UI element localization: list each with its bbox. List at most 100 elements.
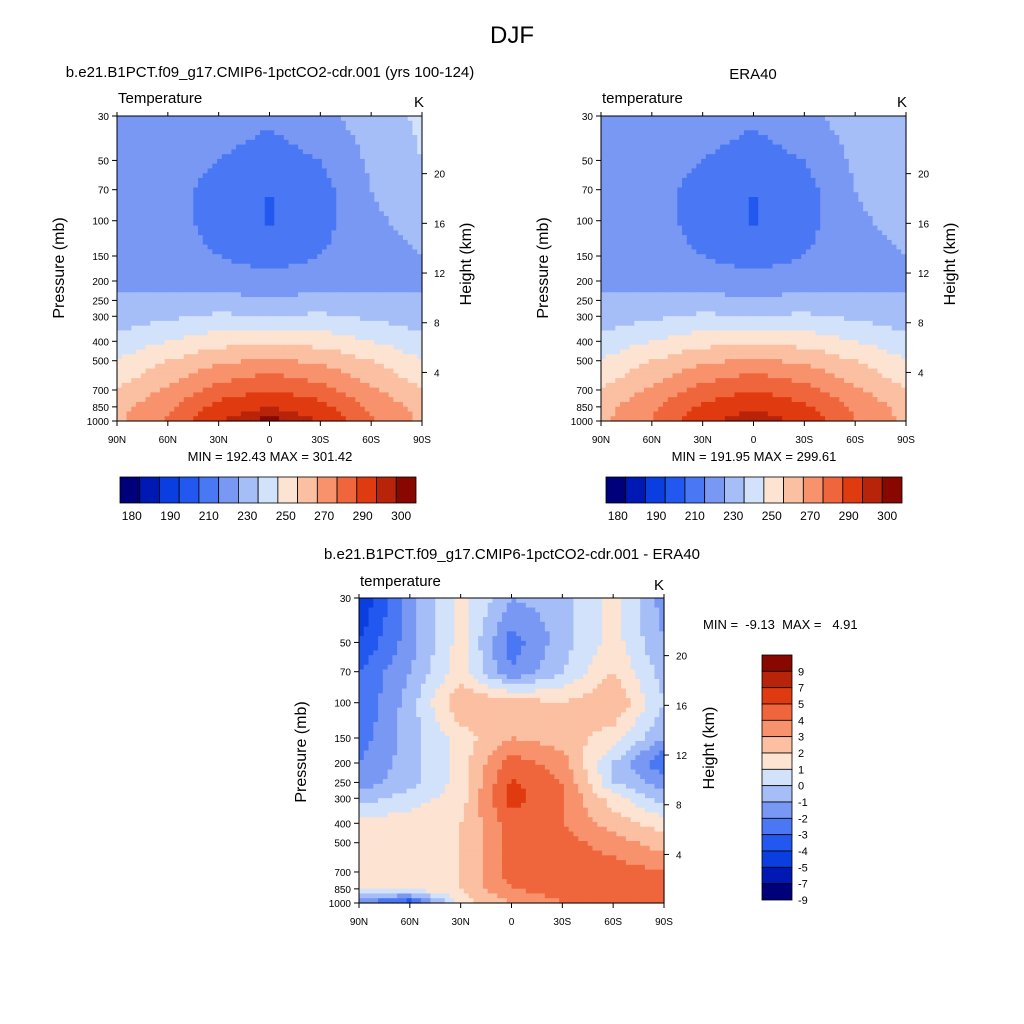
model-contour-cell — [398, 344, 404, 351]
model-contour-cell — [269, 158, 275, 165]
model-contour-cell — [169, 373, 175, 379]
model-contour-cell — [283, 397, 290, 403]
model-contour-cell — [360, 249, 366, 255]
obs-contour-cell — [872, 120, 879, 127]
model-contour-cell — [364, 235, 371, 241]
model-contour-cell — [407, 311, 414, 317]
obs-contour-cell — [901, 139, 907, 146]
model-contour-cell — [207, 144, 213, 150]
obs-contour-cell — [605, 135, 612, 141]
model-contour-cell — [283, 220, 290, 227]
obs-contour-cell — [639, 154, 645, 160]
obs-contour-cell — [786, 144, 793, 150]
model-contour-cell — [407, 387, 414, 394]
model-contour-cell — [379, 282, 385, 289]
model-contour-cell — [198, 177, 204, 184]
model-contour-cell — [331, 235, 337, 241]
model-contour-cell — [255, 349, 261, 355]
model-contour-cell — [326, 278, 333, 284]
model-contour-cell — [159, 192, 166, 198]
obs-contour-cell — [639, 120, 645, 127]
model-contour-cell — [264, 177, 271, 184]
model-contour-cell — [155, 258, 161, 265]
model-contour-cell — [402, 273, 409, 279]
obs-contour-cell — [720, 135, 726, 141]
model-contour-cell — [250, 173, 256, 179]
model-contour-cell — [364, 135, 371, 141]
model-contour-cell — [393, 139, 399, 146]
model-contour-cell — [364, 125, 371, 131]
model-contour-cell — [259, 320, 266, 327]
model-contour-cell — [159, 292, 166, 298]
model-contour-cell — [374, 287, 380, 293]
model-contour-cell — [317, 220, 323, 227]
model-contour-cell — [221, 306, 228, 312]
model-contour-cell — [279, 316, 285, 322]
model-contour-cell — [264, 268, 271, 274]
obs-contour-cell — [801, 168, 807, 174]
obs-contour-cell — [877, 144, 883, 150]
model-panel: b.e21.B1PCT.f09_g17.CMIP6-1pctCO2-cdr.00… — [51, 64, 475, 464]
model-contour-cell — [398, 287, 404, 293]
obs-contour-cell — [844, 168, 850, 174]
model-contour-cell — [136, 278, 142, 284]
model-contour-cell — [236, 339, 242, 346]
model-contour-cell — [412, 144, 418, 150]
model-contour-cell — [345, 406, 352, 413]
model-contour-cell — [321, 149, 328, 155]
model-contour-cell — [198, 363, 204, 370]
model-contour-cell — [417, 335, 423, 341]
model-contour-cell — [145, 316, 151, 322]
model-contour-cell — [345, 120, 352, 127]
model-contour-cell — [188, 249, 194, 255]
model-contour-cell — [217, 254, 223, 260]
model-contour-cell — [174, 401, 180, 408]
model-contour-cell — [369, 316, 375, 322]
model-contour-cell — [264, 154, 271, 160]
obs-contour-cell — [758, 130, 764, 136]
model-contour-cell — [198, 144, 204, 150]
model-contour-cell — [207, 311, 213, 317]
model-contour-cell — [269, 278, 275, 284]
model-contour-cell — [340, 287, 347, 293]
model-contour-cell — [245, 154, 252, 160]
model-contour-cell — [331, 373, 337, 379]
model-contour-cell — [269, 373, 275, 379]
model-contour-cell — [221, 182, 228, 189]
obs-contour-cell — [724, 125, 731, 131]
model-contour-cell — [274, 201, 280, 208]
model-contour-cell — [288, 268, 294, 274]
model-lat-tick-label: 60N — [159, 435, 177, 446]
model-contour-cell — [302, 416, 309, 422]
model-contour-cell — [331, 201, 337, 208]
model-contour-cell — [274, 363, 280, 370]
model-contour-cell — [240, 297, 247, 303]
model-contour-cell — [298, 416, 304, 422]
model-contour-cell — [178, 235, 185, 241]
model-contour-cell — [364, 378, 371, 384]
model-contour-cell — [412, 359, 418, 365]
obs-contour-cell — [601, 120, 607, 127]
model-contour-cell — [264, 244, 271, 251]
model-contour-cell — [198, 287, 204, 293]
model-contour-cell — [350, 216, 356, 222]
model-contour-cell — [155, 287, 161, 293]
model-contour-cell — [355, 306, 361, 312]
obs-contour-field — [601, 116, 907, 422]
model-contour-cell — [379, 144, 385, 150]
model-contour-cell — [336, 387, 342, 394]
model-contour-cell — [374, 292, 380, 298]
model-contour-cell — [259, 339, 266, 346]
model-contour-cell — [383, 363, 390, 370]
model-contour-cell — [298, 335, 304, 341]
obs-contour-cell — [605, 120, 612, 127]
model-contour-cell — [307, 287, 313, 293]
model-contour-cell — [412, 192, 418, 198]
model-contour-cell — [140, 130, 147, 136]
model-contour-cell — [255, 301, 261, 308]
model-contour-cell — [279, 177, 285, 184]
obs-contour-cell — [743, 168, 750, 174]
model-contour-cell — [193, 301, 199, 308]
model-contour-cell — [169, 354, 175, 360]
model-contour-cell — [407, 125, 414, 131]
